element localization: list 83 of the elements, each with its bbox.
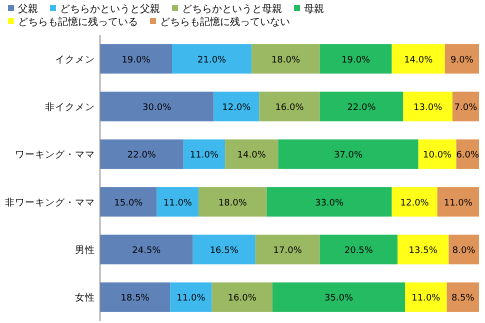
bar	[192, 234, 256, 264]
data-label: 10.0%	[423, 150, 452, 161]
bar	[266, 187, 392, 217]
y-tick-label: 男性	[75, 244, 95, 256]
y-tick-label: イクメン	[55, 54, 95, 66]
data-label: 19.0%	[122, 55, 151, 66]
bar	[418, 139, 456, 169]
data-label: 15.0%	[114, 198, 144, 208]
bar	[170, 282, 212, 312]
bar	[448, 234, 479, 264]
bar	[225, 139, 278, 169]
bar	[272, 282, 406, 312]
bar	[100, 282, 170, 312]
bar	[398, 234, 449, 264]
bar	[405, 282, 447, 312]
bar	[392, 187, 438, 217]
data-label: 18.5%	[120, 294, 150, 304]
data-label: 11.0%	[176, 294, 206, 304]
data-label: 24.5%	[132, 246, 162, 256]
data-label: 20.5%	[344, 246, 374, 256]
y-tick-label: ワーキング・ママ	[15, 150, 95, 161]
data-label: 11.0%	[412, 294, 441, 304]
data-label: 6.0%	[456, 150, 480, 161]
data-label: 33.0%	[315, 198, 344, 208]
data-label: 14.0%	[237, 150, 266, 161]
bar	[100, 92, 214, 122]
bar	[320, 234, 398, 264]
bar	[278, 139, 418, 169]
data-label: 11.0%	[163, 198, 192, 208]
legend-label: どちらかというと母親	[182, 3, 282, 15]
legend-label: 母親	[304, 3, 324, 15]
data-label: 16.5%	[210, 246, 239, 256]
bar	[252, 44, 320, 74]
bar	[320, 44, 392, 74]
legend-label: どちらも記憶に残っていない	[160, 16, 290, 28]
legend-label: どちらも記憶に残っている	[18, 16, 138, 28]
data-label: 18.0%	[218, 198, 248, 208]
data-label: 18.0%	[271, 55, 300, 66]
bar	[100, 44, 172, 74]
data-label: 7.0%	[454, 103, 478, 113]
bar	[214, 92, 260, 122]
bar	[100, 139, 184, 169]
data-label: 30.0%	[142, 103, 172, 113]
bar	[437, 187, 479, 217]
data-label: 22.0%	[347, 103, 376, 113]
data-label: 16.0%	[228, 294, 257, 304]
bar	[320, 92, 404, 122]
data-label: 8.0%	[452, 246, 476, 256]
bar	[100, 234, 193, 264]
bar	[446, 282, 479, 312]
y-tick-label: 女性	[75, 292, 95, 304]
bar	[156, 187, 199, 217]
data-label: 13.0%	[414, 103, 443, 113]
bar	[183, 139, 226, 169]
data-label: 21.0%	[198, 55, 227, 66]
bar	[259, 92, 320, 122]
data-label: 9.0%	[450, 55, 474, 66]
bar	[255, 234, 320, 264]
data-label: 11.0%	[444, 198, 473, 208]
bar	[212, 282, 272, 312]
bar	[444, 44, 479, 74]
data-label: 14.0%	[404, 55, 434, 66]
bar	[172, 44, 252, 74]
data-label: 12.0%	[400, 198, 430, 208]
bar	[392, 44, 445, 74]
legend-label: 父親	[18, 3, 38, 15]
bar	[198, 187, 267, 217]
y-tick-label: 非ワーキング・ママ	[5, 196, 95, 208]
data-label: 12.0%	[222, 103, 252, 113]
data-label: 13.5%	[408, 246, 438, 256]
bar	[100, 187, 157, 217]
data-label: 17.0%	[273, 246, 302, 256]
data-label: 35.0%	[324, 294, 354, 304]
data-label: 11.0%	[190, 150, 219, 161]
bar	[403, 92, 452, 122]
legend-label: どちらかというと父親	[60, 3, 160, 15]
data-label: 37.0%	[334, 150, 363, 161]
data-label: 19.0%	[342, 55, 371, 66]
bar	[452, 92, 479, 122]
data-label: 16.0%	[275, 103, 304, 113]
y-tick-label: 非イクメン	[45, 101, 95, 113]
data-label: 22.0%	[127, 150, 156, 161]
data-label: 8.5%	[451, 294, 475, 304]
